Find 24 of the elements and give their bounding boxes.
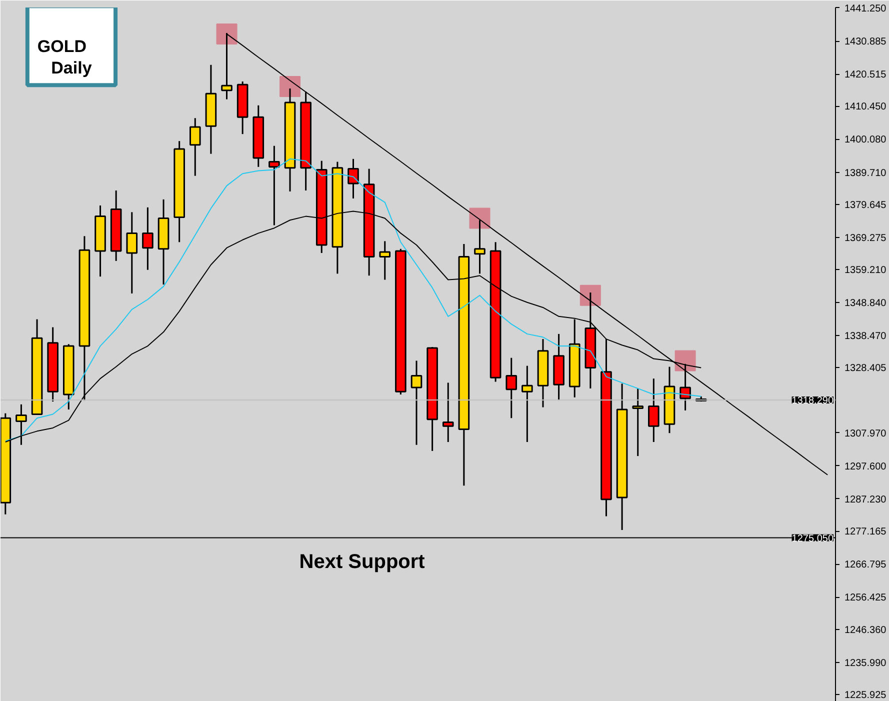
y-tick-label: 1246.360 [844,624,887,636]
y-tick-label: 1287.230 [844,494,887,506]
y-tick-label: 1359.210 [844,265,887,276]
y-tick-label: 1379.645 [844,200,887,211]
y-tick-label: 1430.885 [844,36,887,48]
y-tick-label: 1277.165 [844,526,887,538]
y-tick-label: 1420.515 [844,70,887,81]
y-tick-label: 1307.970 [844,428,887,440]
y-tick-label: 1348.840 [844,298,887,310]
y-tick-label: 1235.990 [844,658,887,669]
ref-line-label: Next Support [299,550,426,573]
y-tick-label: 1400.080 [844,134,887,146]
text: Daily [51,58,92,78]
y-tick-label: 1369.275 [844,232,887,244]
y-tick-label: 1389.710 [844,168,887,179]
y-tick-label: 1338.470 [844,331,887,342]
y-tick-label: 1225.925 [844,690,887,701]
y-tick-label: 1266.795 [844,560,887,571]
text: GOLD [37,37,87,56]
y-tick-label: 1441.250 [844,3,887,14]
y-tick-label: 1410.450 [844,102,887,113]
y-tick-label: 1256.425 [844,592,887,604]
y-tick-label: 1328.405 [844,363,887,374]
y-tick-label: 1297.600 [844,461,887,472]
